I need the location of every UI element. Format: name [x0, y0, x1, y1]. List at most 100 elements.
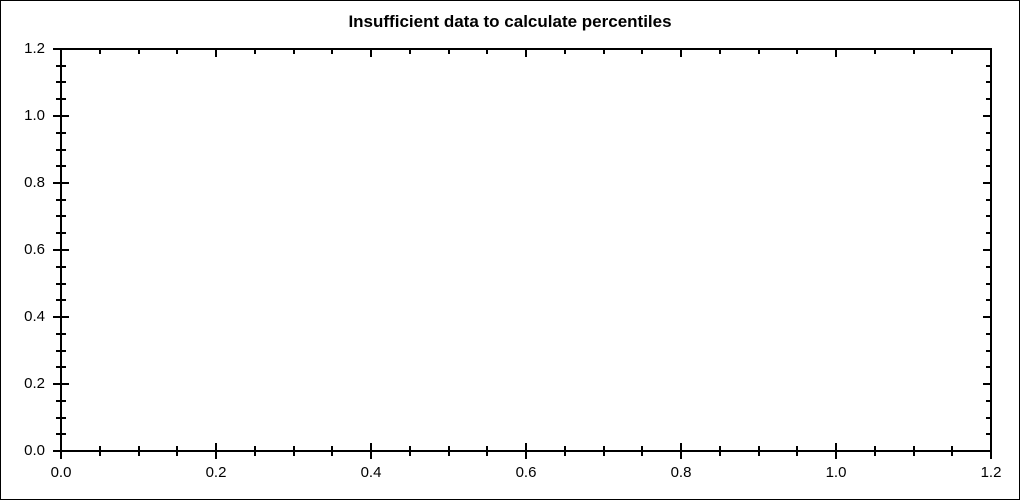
- y-minor-tick: [56, 400, 66, 402]
- y-minor-tick-right: [986, 232, 991, 234]
- x-minor-tick-top: [951, 49, 953, 54]
- y-tick-label: 1.0: [24, 107, 45, 124]
- y-major-tick-right: [983, 115, 991, 117]
- y-minor-tick-right: [986, 199, 991, 201]
- x-tick-label: 1.0: [825, 464, 847, 481]
- y-minor-tick-right: [986, 132, 991, 134]
- y-minor-tick: [56, 165, 66, 167]
- x-minor-tick-top: [603, 49, 605, 54]
- x-minor-tick: [796, 446, 798, 456]
- y-minor-tick: [56, 266, 66, 268]
- x-major-tick: [835, 443, 837, 459]
- y-major-tick-right: [983, 249, 991, 251]
- y-major-tick: [53, 249, 69, 251]
- x-minor-tick-top: [641, 49, 643, 54]
- x-minor-tick-top: [254, 49, 256, 54]
- y-minor-tick: [56, 215, 66, 217]
- y-minor-tick-right: [986, 350, 991, 352]
- x-major-tick-top: [60, 49, 62, 57]
- y-minor-tick-right: [986, 417, 991, 419]
- x-minor-tick-top: [448, 49, 450, 54]
- x-tick-label: 1.2: [980, 464, 1002, 481]
- y-major-tick-right: [983, 450, 991, 452]
- x-minor-tick: [293, 446, 295, 456]
- x-minor-tick-top: [719, 49, 721, 54]
- x-minor-tick-top: [138, 49, 140, 54]
- y-minor-tick-right: [986, 283, 991, 285]
- y-minor-tick: [56, 132, 66, 134]
- x-minor-tick: [641, 446, 643, 456]
- x-minor-tick-top: [99, 49, 101, 54]
- x-minor-tick-top: [913, 49, 915, 54]
- y-minor-tick: [56, 299, 66, 301]
- x-minor-tick-top: [564, 49, 566, 54]
- x-minor-tick: [176, 446, 178, 456]
- y-tick-label: 1.2: [24, 40, 45, 57]
- x-minor-tick-top: [758, 49, 760, 54]
- x-minor-tick-top: [176, 49, 178, 54]
- y-major-tick-right: [983, 182, 991, 184]
- x-tick-label: 0.8: [670, 464, 692, 481]
- x-minor-tick: [409, 446, 411, 456]
- x-minor-tick: [331, 446, 333, 456]
- x-major-tick-top: [370, 49, 372, 57]
- x-major-tick-top: [215, 49, 217, 57]
- y-major-tick: [53, 115, 69, 117]
- y-minor-tick-right: [986, 266, 991, 268]
- x-major-tick-top: [835, 49, 837, 57]
- y-major-tick-right: [983, 48, 991, 50]
- x-minor-tick: [951, 446, 953, 456]
- x-minor-tick: [874, 446, 876, 456]
- y-minor-tick: [56, 232, 66, 234]
- y-minor-tick-right: [986, 98, 991, 100]
- x-minor-tick-top: [874, 49, 876, 54]
- x-minor-tick: [448, 446, 450, 456]
- x-minor-tick-top: [409, 49, 411, 54]
- y-major-tick: [53, 450, 69, 452]
- y-major-tick: [53, 316, 69, 318]
- x-major-tick: [990, 443, 992, 459]
- x-tick-label: 0.2: [205, 464, 227, 481]
- y-tick-label: 0.8: [24, 174, 45, 191]
- x-tick-label: 0.0: [50, 464, 72, 481]
- y-minor-tick: [56, 283, 66, 285]
- chart-title: Insufficient data to calculate percentil…: [348, 12, 672, 31]
- x-major-tick-top: [990, 49, 992, 57]
- plot-area: [60, 48, 992, 452]
- x-minor-tick: [138, 446, 140, 456]
- x-major-tick-top: [680, 49, 682, 57]
- x-major-tick: [680, 443, 682, 459]
- y-tick-label: 0.4: [24, 308, 45, 325]
- x-minor-tick: [486, 446, 488, 456]
- y-minor-tick: [56, 149, 66, 151]
- y-minor-tick-right: [986, 366, 991, 368]
- x-tick-label: 0.6: [515, 464, 537, 481]
- y-minor-tick-right: [986, 165, 991, 167]
- y-minor-tick: [56, 98, 66, 100]
- x-major-tick: [215, 443, 217, 459]
- x-major-tick: [370, 443, 372, 459]
- x-minor-tick: [758, 446, 760, 456]
- y-minor-tick: [56, 81, 66, 83]
- y-major-tick-right: [983, 383, 991, 385]
- x-minor-tick: [603, 446, 605, 456]
- y-minor-tick: [56, 199, 66, 201]
- x-minor-tick: [254, 446, 256, 456]
- y-minor-tick-right: [986, 433, 991, 435]
- x-minor-tick: [913, 446, 915, 456]
- y-minor-tick: [56, 65, 66, 67]
- x-minor-tick-top: [796, 49, 798, 54]
- y-major-tick: [53, 48, 69, 50]
- y-tick-label: 0.6: [24, 241, 45, 258]
- x-major-tick-top: [525, 49, 527, 57]
- x-minor-tick-top: [293, 49, 295, 54]
- y-minor-tick: [56, 433, 66, 435]
- y-minor-tick-right: [986, 149, 991, 151]
- y-tick-label: 0.0: [24, 442, 45, 459]
- x-minor-tick: [564, 446, 566, 456]
- y-major-tick: [53, 182, 69, 184]
- y-minor-tick-right: [986, 81, 991, 83]
- y-minor-tick: [56, 417, 66, 419]
- y-minor-tick-right: [986, 65, 991, 67]
